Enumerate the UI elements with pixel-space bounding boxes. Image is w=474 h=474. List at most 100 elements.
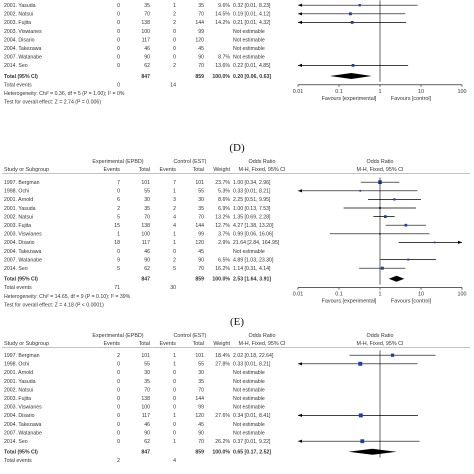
study-name: 2003. Viswianes [4, 232, 42, 238]
exp-events: 0 [117, 63, 120, 69]
exp-total: 90 [144, 55, 150, 61]
panel-d-header-or-title-plot: Odds Ratio [367, 159, 394, 165]
study-row: 2003. Fujita 0 138 0 144 Not estimable [4, 396, 265, 402]
ctl-total: 70 [198, 387, 204, 393]
exp-events: 18 [114, 240, 120, 246]
panel-e-header-or-title: Odds Ratio [249, 333, 276, 339]
study-name: 2003. Fujita [4, 396, 31, 402]
ctl-total: 45 [198, 422, 204, 428]
total-weight: 100.0% [212, 74, 230, 80]
ctl-total: 144 [195, 223, 204, 229]
panel-e-header-weight: Weight [213, 341, 230, 347]
panel-d-header-weight: Weight [213, 167, 230, 173]
ctl-events: 0 [173, 422, 176, 428]
study-name: 2002. Natsui [4, 214, 33, 220]
ctl-events: 4 [173, 214, 176, 220]
total-events-label: Total events [4, 82, 32, 88]
study-point-marker [433, 241, 436, 244]
study-ci-text: 0.22 [0.01, 4.85] [233, 63, 271, 69]
exp-total: 101 [141, 180, 150, 186]
study-ci-text: 1.35 [0.69, 2.28] [233, 214, 271, 220]
study-row: 2004. Takezawa 0 46 0 45 Not estimable [4, 422, 265, 428]
study-row: 1997. Bergman 7 101 7 101 23.7% 1.00 [0.34, 2.… [4, 180, 400, 186]
ci-arrow-left [298, 20, 302, 24]
ctl-events: 2 [173, 257, 176, 263]
study-point-marker [393, 198, 396, 201]
study-ci-text: Not estimable [233, 405, 265, 411]
ctl-total: 101 [195, 180, 204, 186]
exp-total: 117 [142, 37, 150, 43]
panel-e-header-exp-events: Events [104, 341, 121, 347]
study-name: 2004. Disario [4, 413, 35, 419]
total-events-ctl: 4 [173, 458, 176, 464]
study-name: 2001. Arnold [4, 370, 33, 376]
exp-events: 7 [117, 180, 120, 186]
ctl-events: 1 [173, 439, 176, 445]
study-name: 1997. Bergman [4, 180, 40, 186]
ctl-total: 120 [195, 37, 204, 43]
heterogeneity-text: Heterogeneity: Chi² = 14.65, df = 9 (P =… [4, 294, 131, 300]
study-ci-text: 1.14 [0.31, 4.14] [233, 266, 271, 272]
study-name: 2002. Natsui [4, 12, 33, 18]
total-ctl: 859 [195, 74, 204, 80]
study-ci-text: 0.37 [0.01, 9.22] [233, 439, 271, 445]
ctl-events: 4 [173, 223, 176, 229]
study-row: 2004. Disario 18 117 1 120 2.9% 21.64 [2.84, 1… [4, 240, 462, 246]
ctl-total: 70 [198, 266, 204, 272]
panel-e-header-exp-group: Experimental (EPBD) [92, 333, 143, 339]
exp-total: 62 [144, 439, 150, 445]
study-ci-text: 21.64 [2.84, 164.95] [233, 240, 280, 246]
study-row: 2004. Disario 0 117 1 120 27.6% 0.34 [0.01, 8.… [4, 413, 418, 419]
ctl-total: 120 [195, 240, 204, 246]
study-row: 2001. Yasuda 2 35 2 35 6.9% 1.00 [0.13, 7.53] [4, 206, 416, 212]
study-name: 2004. Disario [4, 37, 35, 43]
study-row: 2003. Fujita 0 138 2 144 14.2% 0.21 [0.01, 4.3… [4, 20, 407, 26]
ctl-events: 0 [173, 55, 176, 61]
study-weight: 13.6% [215, 63, 230, 69]
study-row: 2014. Seo 0 62 2 70 13.6% 0.22 [0.01, 4.85] [4, 63, 409, 69]
exp-total: 138 [141, 223, 150, 229]
study-name: 2014. Seo [4, 266, 28, 272]
panel-d-header-ctl-total: Total [193, 167, 204, 173]
panel-c: 2001. Yasuda 0 35 1 35 9.6% 0.32 [0.01, 8.23]2… [4, 0, 467, 106]
study-row: 2001. Arnold 0 30 0 30 Not estimable [4, 370, 265, 376]
ci-arrow-left [298, 12, 302, 16]
study-name: 2007. Watanabe [4, 430, 42, 436]
study-weight: 2.9% [218, 240, 230, 246]
study-weight: 12.7% [215, 223, 230, 229]
study-point-marker [358, 361, 363, 366]
total-exp: 847 [141, 277, 150, 283]
study-ci-text: Not estimable [233, 422, 265, 428]
study-ci-text: 1.00 [0.13, 7.53] [233, 206, 271, 212]
ctl-events: 0 [173, 46, 176, 52]
study-row: 2004. Takezawa 0 46 0 45 Not estimable [4, 46, 265, 52]
panels-layer: 2001. Yasuda 0 35 1 35 9.6% 0.32 [0.01, 8.23]2… [2, 0, 470, 464]
ctl-total: 45 [198, 46, 204, 52]
study-ci-text: 2.25 [0.51, 9.95] [233, 197, 271, 203]
ci-arrow-left [298, 413, 302, 417]
exp-total: 55 [144, 189, 150, 195]
study-point-marker [349, 12, 352, 16]
exp-total: 100 [141, 232, 150, 238]
ctl-total: 99 [198, 232, 204, 238]
study-row: 2003. Viswianes 0 100 0 99 Not estimable [4, 29, 265, 35]
study-name: 2003. Viswianes [4, 405, 42, 411]
study-point-marker [390, 353, 395, 357]
study-ci-text: Not estimable [233, 396, 265, 402]
panel-e-header-ctl-events: Events [160, 341, 177, 347]
exp-events: 0 [117, 3, 120, 9]
ctl-events: 2 [173, 20, 176, 26]
study-name: 2004. Takezawa [4, 249, 42, 255]
favours-left-label: Favours [experimental] [322, 299, 377, 305]
study-ci-text: Not estimable [233, 55, 265, 61]
study-row: 2001. Arnold 6 30 3 30 8.6% 2.25 [0.51, 9.95] [4, 197, 421, 203]
x-tick-label: 0.1 [335, 89, 343, 95]
ci-arrow-right [458, 240, 462, 244]
exp-total: 55 [144, 362, 150, 368]
ctl-events: 3 [173, 197, 176, 203]
study-row: 2014. Seo 0 62 1 70 26.2% 0.37 [0.01, 9.22] [4, 439, 420, 445]
study-ci-text: 0.33 [0.01, 8.21] [233, 189, 271, 195]
summary-diamond [388, 275, 405, 282]
exp-total: 90 [144, 430, 150, 436]
ctl-events: 2 [173, 206, 176, 212]
